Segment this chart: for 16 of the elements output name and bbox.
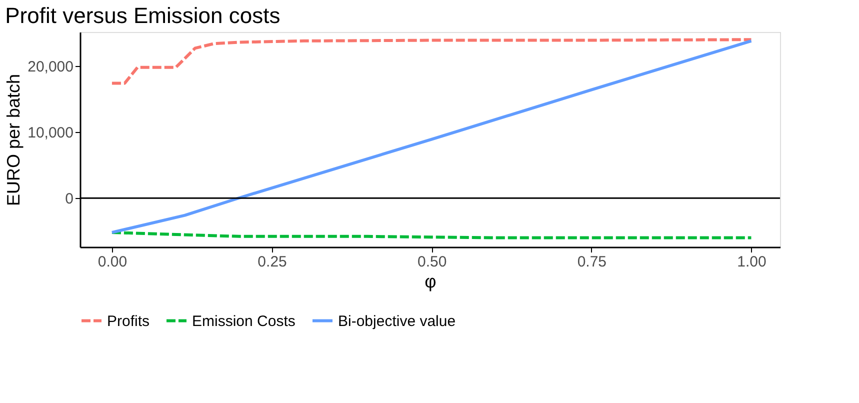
x-tick-label: 1.00 (737, 254, 766, 270)
legend-label: Emission Costs (192, 312, 296, 330)
line-series (110, 39, 753, 234)
y-tick-label: 0 (65, 190, 74, 208)
y-tick-label: 20,000 (28, 58, 74, 76)
y-axis-title: EURO per batch (4, 74, 24, 206)
x-tick-label: 0.00 (98, 254, 128, 270)
legend-label: Bi-objective value (338, 312, 456, 330)
x-tick-label: 0.25 (258, 254, 287, 270)
line-series (110, 38, 753, 85)
legend-label: Profits (107, 312, 150, 330)
x-tick-label: 0.50 (417, 254, 447, 270)
x-tick-label: 0.75 (577, 254, 607, 270)
chart-title: Profit versus Emission costs (5, 3, 280, 28)
y-tick-label: 10,000 (28, 124, 74, 142)
x-axis-title: φ (424, 272, 436, 292)
